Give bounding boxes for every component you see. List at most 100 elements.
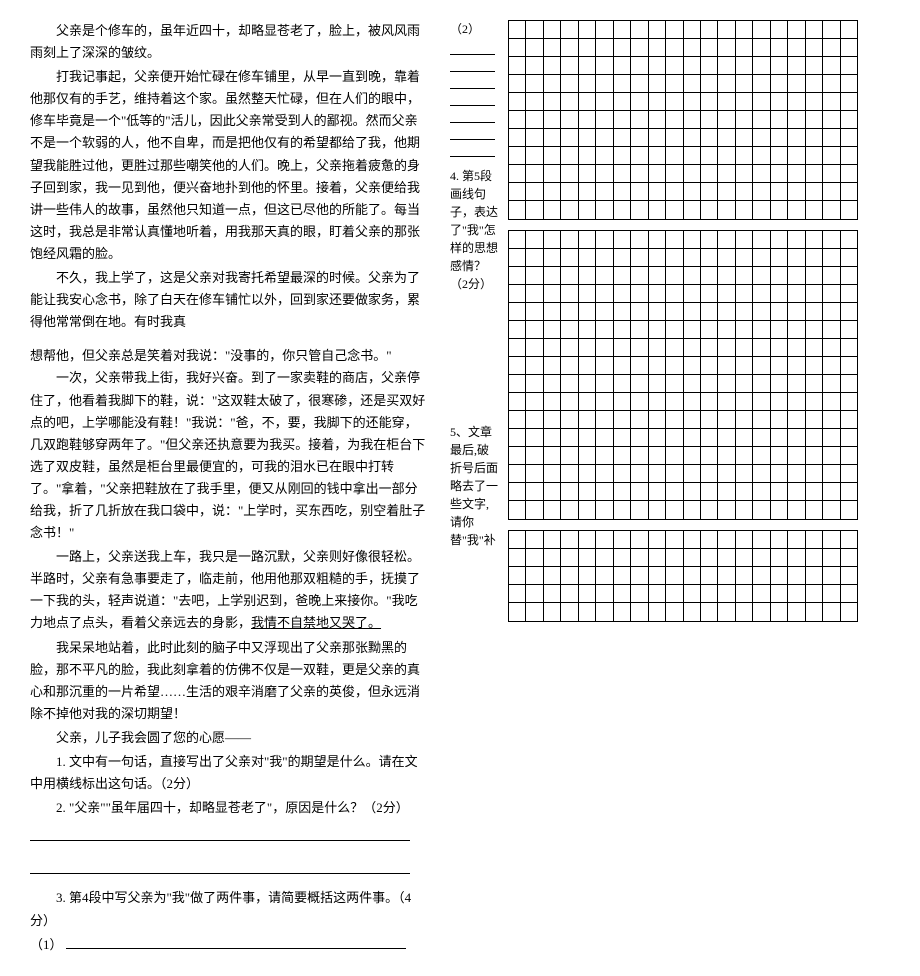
grid-cell[interactable] — [753, 567, 770, 584]
grid-cell[interactable] — [666, 429, 683, 446]
grid-cell[interactable] — [718, 567, 735, 584]
grid-cell[interactable] — [736, 147, 753, 164]
grid-cell[interactable] — [631, 111, 648, 128]
grid-cell[interactable] — [614, 201, 631, 219]
grid-cell[interactable] — [544, 21, 561, 38]
grid-cell[interactable] — [736, 75, 753, 92]
grid-cell[interactable] — [614, 249, 631, 266]
grid-cell[interactable] — [823, 321, 840, 338]
grid-cell[interactable] — [509, 585, 526, 602]
grid-cell[interactable] — [753, 321, 770, 338]
grid-cell[interactable] — [561, 429, 578, 446]
grid-cell[interactable] — [701, 429, 718, 446]
grid-cell[interactable] — [614, 129, 631, 146]
grid-cell[interactable] — [701, 183, 718, 200]
grid-cell[interactable] — [788, 501, 805, 519]
grid-cell[interactable] — [736, 93, 753, 110]
grid-cell[interactable] — [649, 429, 666, 446]
grid-cell[interactable] — [666, 21, 683, 38]
grid-cell[interactable] — [596, 285, 613, 302]
grid-cell[interactable] — [579, 57, 596, 74]
grid-cell[interactable] — [666, 183, 683, 200]
grid-cell[interactable] — [649, 585, 666, 602]
short-blank-6[interactable] — [450, 126, 495, 140]
grid-cell[interactable] — [526, 231, 543, 248]
answer-blank-1[interactable] — [30, 827, 410, 841]
grid-cell[interactable] — [596, 393, 613, 410]
grid-cell[interactable] — [631, 93, 648, 110]
grid-cell[interactable] — [806, 165, 823, 182]
grid-cell[interactable] — [736, 447, 753, 464]
grid-cell[interactable] — [666, 549, 683, 566]
grid-cell[interactable] — [753, 501, 770, 519]
grid-cell[interactable] — [544, 249, 561, 266]
grid-cell[interactable] — [614, 231, 631, 248]
grid-cell[interactable] — [631, 57, 648, 74]
grid-cell[interactable] — [806, 267, 823, 284]
grid-cell[interactable] — [614, 339, 631, 356]
grid-cell[interactable] — [596, 567, 613, 584]
grid-cell[interactable] — [806, 231, 823, 248]
grid-cell[interactable] — [596, 357, 613, 374]
grid-cell[interactable] — [806, 303, 823, 320]
grid-cell[interactable] — [631, 231, 648, 248]
grid-cell[interactable] — [596, 75, 613, 92]
grid-cell[interactable] — [841, 39, 857, 56]
grid-cell[interactable] — [701, 603, 718, 621]
grid-cell[interactable] — [526, 21, 543, 38]
grid-cell[interactable] — [841, 21, 857, 38]
grid-cell[interactable] — [701, 393, 718, 410]
grid-cell[interactable] — [823, 603, 840, 621]
grid-cell[interactable] — [823, 549, 840, 566]
grid-cell[interactable] — [509, 531, 526, 548]
grid-cell[interactable] — [788, 147, 805, 164]
grid-cell[interactable] — [631, 501, 648, 519]
grid-cell[interactable] — [788, 429, 805, 446]
grid-cell[interactable] — [596, 501, 613, 519]
grid-cell[interactable] — [614, 75, 631, 92]
grid-cell[interactable] — [649, 603, 666, 621]
grid-cell[interactable] — [736, 411, 753, 428]
grid-cell[interactable] — [701, 231, 718, 248]
grid-cell[interactable] — [544, 285, 561, 302]
grid-cell[interactable] — [701, 375, 718, 392]
grid-cell[interactable] — [614, 429, 631, 446]
grid-cell[interactable] — [684, 393, 701, 410]
grid-cell[interactable] — [806, 531, 823, 548]
grid-cell[interactable] — [509, 129, 526, 146]
grid-cell[interactable] — [841, 393, 857, 410]
grid-cell[interactable] — [544, 375, 561, 392]
grid-cell[interactable] — [614, 567, 631, 584]
grid-cell[interactable] — [701, 201, 718, 219]
grid-cell[interactable] — [736, 201, 753, 219]
grid-cell[interactable] — [666, 165, 683, 182]
grid-cell[interactable] — [649, 501, 666, 519]
grid-cell[interactable] — [649, 375, 666, 392]
grid-cell[interactable] — [509, 567, 526, 584]
grid-cell[interactable] — [771, 357, 788, 374]
grid-cell[interactable] — [649, 303, 666, 320]
grid-cell[interactable] — [526, 411, 543, 428]
grid-cell[interactable] — [684, 375, 701, 392]
grid-cell[interactable] — [544, 531, 561, 548]
grid-cell[interactable] — [701, 249, 718, 266]
grid-cell[interactable] — [631, 585, 648, 602]
grid-cell[interactable] — [544, 129, 561, 146]
grid-cell[interactable] — [718, 111, 735, 128]
grid-cell[interactable] — [579, 93, 596, 110]
grid-cell[interactable] — [649, 129, 666, 146]
grid-cell[interactable] — [614, 483, 631, 500]
grid-cell[interactable] — [561, 183, 578, 200]
grid-cell[interactable] — [701, 57, 718, 74]
grid-cell[interactable] — [823, 393, 840, 410]
grid-cell[interactable] — [736, 357, 753, 374]
grid-cell[interactable] — [771, 183, 788, 200]
grid-cell[interactable] — [561, 465, 578, 482]
grid-cell[interactable] — [718, 39, 735, 56]
grid-cell[interactable] — [806, 93, 823, 110]
grid-cell[interactable] — [649, 111, 666, 128]
grid-cell[interactable] — [753, 57, 770, 74]
grid-cell[interactable] — [806, 357, 823, 374]
grid-cell[interactable] — [509, 231, 526, 248]
grid-cell[interactable] — [614, 585, 631, 602]
